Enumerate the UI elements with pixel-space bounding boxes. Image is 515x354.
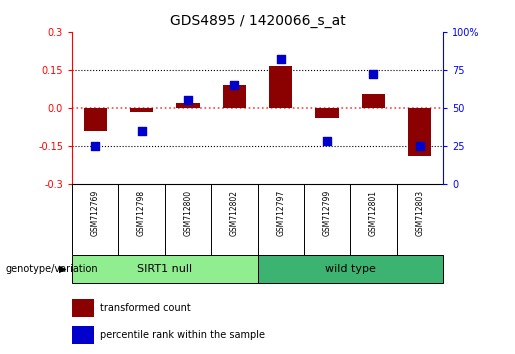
Bar	[362, 94, 385, 108]
Text: percentile rank within the sample: percentile rank within the sample	[100, 330, 265, 341]
Text: SIRT1 null: SIRT1 null	[137, 264, 193, 274]
Text: GSM712799: GSM712799	[322, 190, 332, 236]
Text: GDS4895 / 1420066_s_at: GDS4895 / 1420066_s_at	[169, 14, 346, 28]
Text: ▶: ▶	[59, 264, 67, 274]
Point	[138, 128, 146, 133]
Text: GSM712803: GSM712803	[415, 190, 424, 236]
Bar	[72, 326, 94, 344]
Text: GSM712801: GSM712801	[369, 190, 378, 236]
Text: GSM712802: GSM712802	[230, 190, 239, 236]
Text: GSM712797: GSM712797	[276, 190, 285, 236]
Point	[369, 72, 377, 77]
Bar	[72, 299, 94, 318]
Bar	[408, 108, 431, 156]
Bar	[258, 255, 443, 283]
Bar	[222, 85, 246, 108]
Point	[184, 97, 192, 103]
Point	[230, 82, 238, 88]
Point	[91, 143, 99, 149]
Text: wild type: wild type	[325, 264, 375, 274]
Bar	[315, 108, 338, 118]
Text: GSM712800: GSM712800	[183, 190, 193, 236]
Bar	[84, 108, 107, 131]
Text: GSM712769: GSM712769	[91, 190, 100, 236]
Point	[277, 56, 285, 62]
Text: transformed count: transformed count	[100, 303, 191, 313]
Text: GSM712798: GSM712798	[137, 190, 146, 236]
Bar	[72, 255, 258, 283]
Bar	[130, 108, 153, 112]
Bar	[269, 66, 293, 108]
Bar	[176, 103, 199, 108]
Point	[323, 139, 331, 144]
Text: genotype/variation: genotype/variation	[5, 264, 98, 274]
Point	[416, 143, 424, 149]
